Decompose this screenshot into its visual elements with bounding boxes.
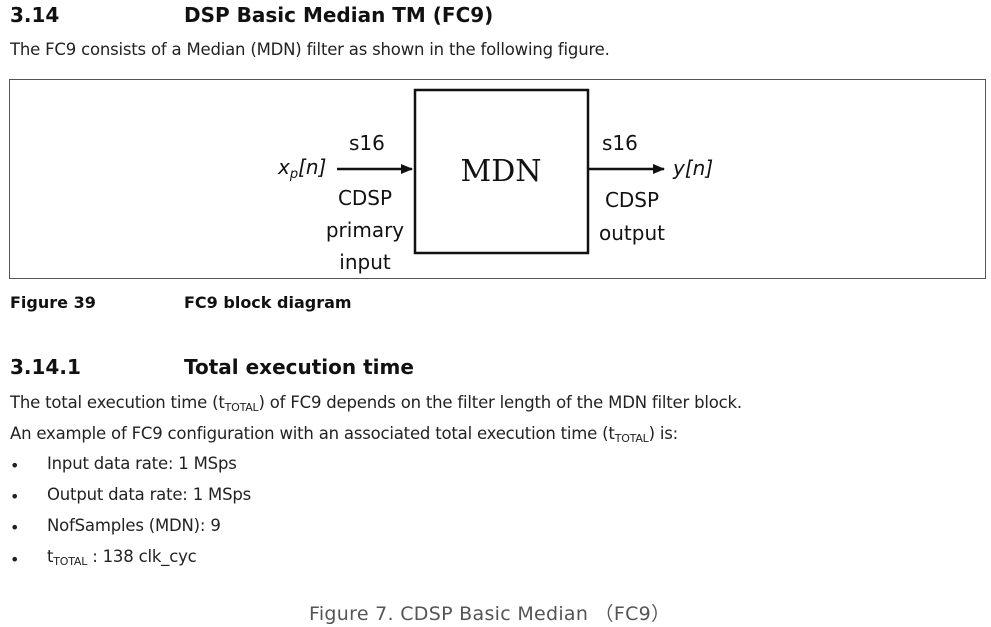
- bullet-t-total-post: : 138 clk_cyc: [87, 547, 197, 566]
- t-total-subscript: TOTAL: [224, 401, 259, 414]
- bullet-marker: •: [10, 518, 20, 537]
- bullet-marker: •: [10, 456, 20, 475]
- input-signal-sub: p: [289, 167, 298, 182]
- paragraph-text-pre: An example of FC9 configuration with an …: [10, 424, 615, 443]
- bullet-output-data-rate: Output data rate: 1 MSps: [47, 485, 252, 504]
- input-label-line-2: primary: [326, 218, 404, 242]
- input-label-line-1: CDSP: [338, 186, 392, 210]
- bullet-t-total: tTOTAL : 138 clk_cyc: [47, 547, 197, 568]
- figure-title: FC9 block diagram: [184, 293, 352, 312]
- t-total-subscript: TOTAL: [614, 432, 649, 445]
- output-label-line-1: CDSP: [605, 188, 659, 212]
- bullet-t-total-pre: t: [47, 547, 54, 566]
- section-title: DSP Basic Median TM (FC9): [184, 3, 494, 27]
- bullet-marker: •: [10, 487, 20, 506]
- paragraph-text-post: ) is:: [648, 424, 679, 443]
- paragraph-text-pre: The total execution time (t: [10, 393, 225, 412]
- section-number: 3.14: [10, 3, 60, 27]
- input-signal-base: x: [277, 155, 290, 179]
- output-type-label: s16: [602, 131, 638, 155]
- bullet-nof-samples: NofSamples (MDN): 9: [47, 516, 221, 535]
- bullet-input-data-rate: Input data rate: 1 MSps: [47, 454, 237, 473]
- figure-caption: Figure 7. CDSP Basic Median （FC9）: [309, 603, 671, 625]
- input-type-label: s16: [349, 131, 385, 155]
- subsection-number: 3.14.1: [10, 355, 81, 379]
- example-paragraph: An example of FC9 configuration with an …: [10, 424, 678, 445]
- subsection-title: Total execution time: [184, 355, 414, 379]
- figure-number: Figure 39: [10, 293, 96, 312]
- figure-box: xp[n] s16 CDSP primary input MDN s16 y[n…: [9, 79, 986, 279]
- bullet-marker: •: [10, 550, 20, 569]
- block-diagram: xp[n] s16 CDSP primary input MDN s16 y[n…: [277, 88, 713, 274]
- execution-time-paragraph: The total execution time (tTOTAL) of FC9…: [10, 393, 742, 414]
- t-total-subscript: TOTAL: [53, 555, 88, 568]
- input-label-line-3: input: [339, 250, 391, 274]
- section-intro: The FC9 consists of a Median (MDN) filte…: [10, 40, 610, 59]
- paragraph-text-post: ) of FC9 depends on the filter length of…: [258, 393, 743, 412]
- mdn-block: [413, 88, 590, 255]
- output-label-line-2: output: [599, 221, 665, 245]
- mdn-block-label: MDN: [460, 154, 541, 189]
- output-signal-label: y[n]: [672, 156, 713, 180]
- input-signal-suffix: [n]: [298, 155, 326, 179]
- input-signal-label: xp[n]: [277, 155, 326, 182]
